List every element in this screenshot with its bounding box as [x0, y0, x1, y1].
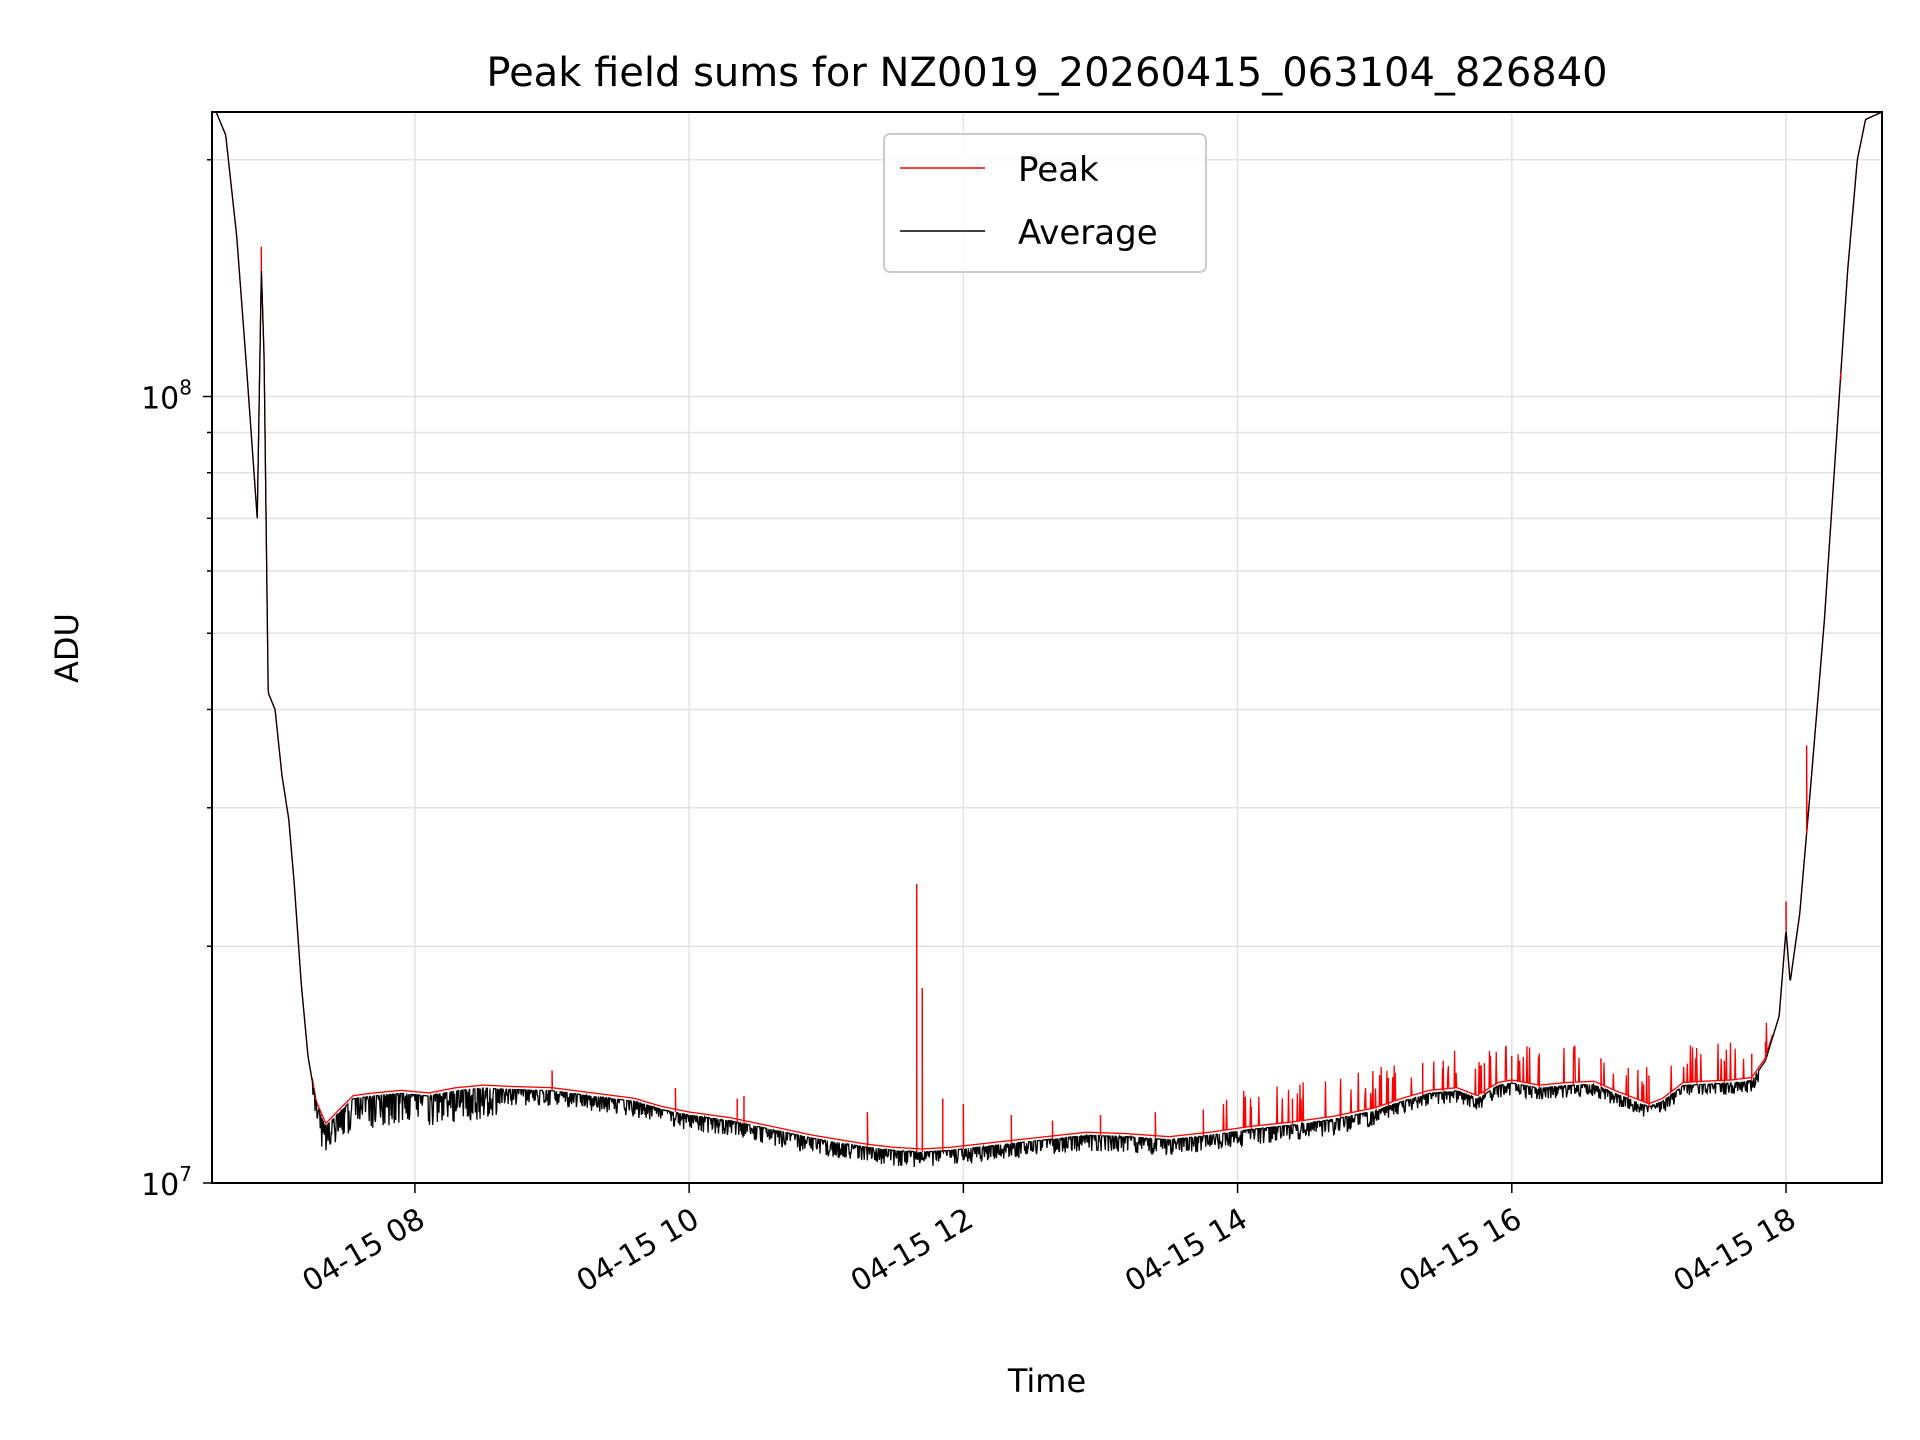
- y-tick-label: 107: [141, 1162, 192, 1203]
- legend: Peak Average: [883, 133, 1207, 273]
- chart-title: Peak field sums for NZ0019_20260415_0631…: [486, 50, 1607, 96]
- x-axis-label: Time: [1007, 1362, 1086, 1400]
- plot-frame: [211, 111, 1883, 1184]
- legend-peak-label: Peak: [1018, 150, 1099, 190]
- peak-series-line: [215, 112, 1882, 1150]
- plot-area: [215, 112, 1882, 1168]
- y-tick-label: 108: [141, 375, 192, 416]
- y-axis-label: ADU: [48, 613, 86, 683]
- legend-average-label: Average: [1018, 213, 1158, 253]
- average-series-line: [215, 112, 1882, 1168]
